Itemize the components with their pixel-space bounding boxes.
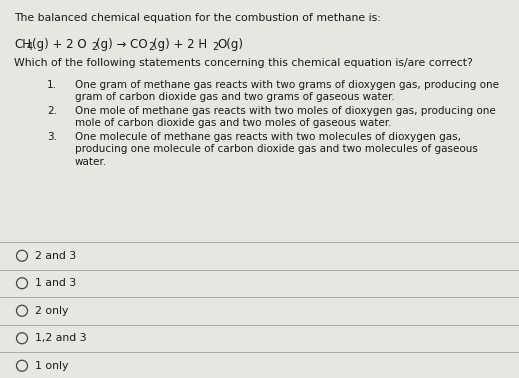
Text: 2: 2 [91, 42, 97, 51]
Text: (g) → CO: (g) → CO [96, 38, 148, 51]
Text: O(g): O(g) [217, 38, 243, 51]
Text: producing one molecule of carbon dioxide gas and two molecules of gaseous: producing one molecule of carbon dioxide… [75, 144, 478, 155]
Text: 2 and 3: 2 and 3 [35, 251, 76, 261]
Text: One molecule of methane gas reacts with two molecules of dioxygen gas,: One molecule of methane gas reacts with … [75, 132, 461, 142]
Text: water.: water. [75, 157, 107, 167]
Text: 2 only: 2 only [35, 306, 69, 316]
Text: One mole of methane gas reacts with two moles of dioxygen gas, producing one: One mole of methane gas reacts with two … [75, 106, 496, 116]
Text: One gram of methane gas reacts with two grams of dioxygen gas, producing one: One gram of methane gas reacts with two … [75, 80, 499, 90]
Text: 2: 2 [148, 42, 154, 51]
Text: Which of the following statements concerning this chemical equation is/are corre: Which of the following statements concer… [14, 58, 473, 68]
Text: 2.: 2. [47, 106, 57, 116]
Text: 1.: 1. [47, 80, 57, 90]
Text: 3.: 3. [47, 132, 57, 142]
Text: CH: CH [14, 38, 31, 51]
Text: 1 only: 1 only [35, 361, 69, 371]
Text: The balanced chemical equation for the combustion of methane is:: The balanced chemical equation for the c… [14, 13, 381, 23]
Text: 4: 4 [27, 42, 33, 51]
Text: (g) + 2 H: (g) + 2 H [154, 38, 208, 51]
Text: gram of carbon dioxide gas and two grams of gaseous water.: gram of carbon dioxide gas and two grams… [75, 93, 395, 102]
Text: 1 and 3: 1 and 3 [35, 278, 76, 288]
Text: mole of carbon dioxide gas and two moles of gaseous water.: mole of carbon dioxide gas and two moles… [75, 118, 391, 129]
Text: 1,2 and 3: 1,2 and 3 [35, 333, 87, 343]
Text: 2: 2 [212, 42, 218, 51]
Text: (g) + 2 O: (g) + 2 O [32, 38, 87, 51]
